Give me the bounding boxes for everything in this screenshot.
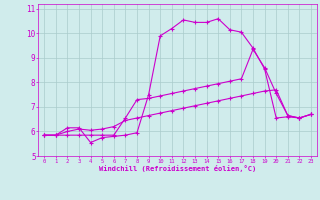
X-axis label: Windchill (Refroidissement éolien,°C): Windchill (Refroidissement éolien,°C): [99, 165, 256, 172]
